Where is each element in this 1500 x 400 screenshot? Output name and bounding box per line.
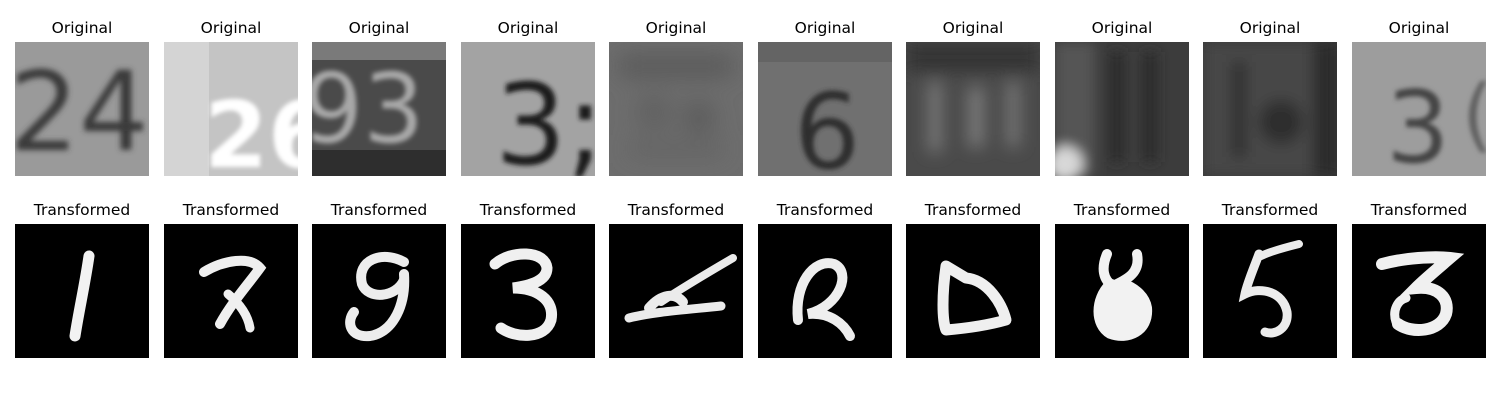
transformed-image-8	[1055, 224, 1189, 358]
transformed-title: Transformed	[33, 201, 131, 219]
svg-text:(: (	[1462, 68, 1486, 161]
transformed-image-1	[15, 224, 149, 358]
original-digits-3: 93	[312, 53, 424, 165]
original-title: Original	[51, 19, 113, 37]
original-title: Original	[348, 19, 410, 37]
original-title: Original	[1388, 19, 1450, 37]
transformed-title: Transformed	[1370, 201, 1468, 219]
original-digits-6: 6	[794, 71, 860, 176]
transformed-image-5	[609, 224, 743, 358]
transformed-title: Transformed	[1073, 201, 1171, 219]
original-title: Original	[794, 19, 856, 37]
original-title: Original	[1239, 19, 1301, 37]
transformed-image-4	[461, 224, 595, 358]
transformed-title: Transformed	[182, 201, 280, 219]
transformed-title: Transformed	[924, 201, 1022, 219]
transformed-title: Transformed	[627, 201, 725, 219]
transformed-image-2	[164, 224, 298, 358]
original-image-1: 24	[15, 42, 149, 176]
original-title: Original	[497, 19, 559, 37]
original-image-3: 93	[312, 42, 446, 176]
original-image-5	[609, 42, 743, 176]
original-image-7	[906, 42, 1040, 176]
original-image-6: 6	[758, 42, 892, 176]
original-image-4: 3;	[461, 42, 595, 176]
original-image-9	[1203, 42, 1337, 176]
original-digits-10: 3	[1386, 69, 1450, 176]
transformed-title: Transformed	[776, 201, 874, 219]
transformed-image-3	[312, 224, 446, 358]
original-digits-2: 26	[204, 82, 298, 176]
original-title: Original	[645, 19, 707, 37]
transformed-title: Transformed	[330, 201, 428, 219]
transformed-image-6	[758, 224, 892, 358]
original-title: Original	[942, 19, 1004, 37]
transformed-image-7	[906, 224, 1040, 358]
original-digits-4: 3;	[495, 61, 595, 176]
original-title: Original	[200, 19, 262, 37]
transformed-image-9	[1203, 224, 1337, 358]
transformed-title: Transformed	[1221, 201, 1319, 219]
original-title: Original	[1091, 19, 1153, 37]
original-image-2: 26	[164, 42, 298, 176]
transformed-image-10	[1352, 224, 1486, 358]
original-image-8	[1055, 42, 1189, 176]
original-image-10: 3 (	[1352, 42, 1486, 176]
transformed-title: Transformed	[479, 201, 577, 219]
original-digits-1: 24	[15, 48, 149, 176]
